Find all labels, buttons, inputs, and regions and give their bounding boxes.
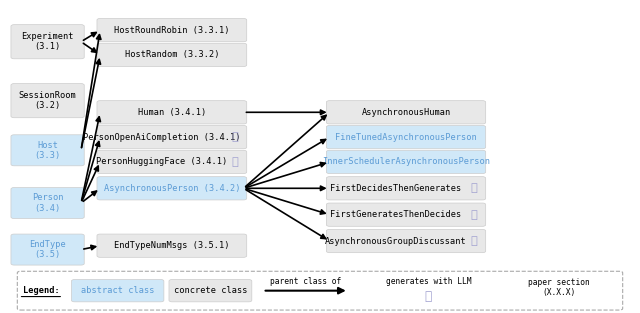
FancyBboxPatch shape [97,18,246,42]
FancyBboxPatch shape [11,135,84,166]
FancyBboxPatch shape [11,84,84,118]
FancyBboxPatch shape [11,25,84,59]
FancyBboxPatch shape [17,271,623,310]
FancyBboxPatch shape [97,234,246,257]
FancyBboxPatch shape [97,177,246,200]
FancyBboxPatch shape [326,126,486,149]
Text: PersonOpenAiCompletion (3.4.1): PersonOpenAiCompletion (3.4.1) [83,133,241,141]
Text: FineTunedAsynchronousPerson: FineTunedAsynchronousPerson [335,133,477,141]
Text: paper section
(X.X.X): paper section (X.X.X) [528,278,590,297]
FancyBboxPatch shape [326,229,486,253]
Text: PersonHuggingFace (3.4.1): PersonHuggingFace (3.4.1) [96,157,227,167]
FancyBboxPatch shape [72,280,164,302]
Text: 🤖: 🤖 [232,132,239,142]
Text: 🤖: 🤖 [471,236,477,246]
Text: AsynchronousGroupDiscussant: AsynchronousGroupDiscussant [325,237,467,245]
FancyBboxPatch shape [326,177,486,200]
Text: FirstGeneratesThenDecides: FirstGeneratesThenDecides [330,210,461,219]
FancyBboxPatch shape [97,126,246,149]
Text: Experiment
(3.1): Experiment (3.1) [21,32,74,51]
FancyBboxPatch shape [97,101,246,124]
Text: EndTypeNumMsgs (3.5.1): EndTypeNumMsgs (3.5.1) [114,241,230,250]
Text: Host
(3.3): Host (3.3) [35,141,61,160]
Text: abstract class: abstract class [81,286,154,295]
FancyBboxPatch shape [326,150,486,174]
Text: InnerSchedulerAsynchronousPerson: InnerSchedulerAsynchronousPerson [322,157,490,167]
Text: Human (3.4.1): Human (3.4.1) [138,108,206,117]
Text: FirstDecidesThenGenerates: FirstDecidesThenGenerates [330,184,461,193]
Text: concrete class: concrete class [173,286,247,295]
FancyBboxPatch shape [11,187,84,218]
Text: 🤖: 🤖 [471,210,477,220]
Text: parent class of: parent class of [270,278,341,286]
Text: AsynchronousHuman: AsynchronousHuman [362,108,451,117]
Text: EndType
(3.5): EndType (3.5) [29,240,66,259]
FancyBboxPatch shape [97,43,246,67]
Text: HostRoundRobin (3.3.1): HostRoundRobin (3.3.1) [114,26,230,34]
FancyBboxPatch shape [169,280,252,302]
Text: Legend:: Legend: [22,286,60,295]
FancyBboxPatch shape [326,203,486,226]
Text: 🤖: 🤖 [232,157,239,167]
FancyBboxPatch shape [11,234,84,265]
Text: HostRandom (3.3.2): HostRandom (3.3.2) [125,50,219,59]
Text: 🤖: 🤖 [471,183,477,193]
Text: Person
(3.4): Person (3.4) [32,193,63,213]
Text: 🤖: 🤖 [425,290,432,303]
FancyBboxPatch shape [97,150,246,174]
Text: generates with LLM: generates with LLM [385,278,471,286]
FancyBboxPatch shape [326,101,486,124]
Text: SessionRoom
(3.2): SessionRoom (3.2) [19,91,76,110]
Text: AsynchronousPerson (3.4.2): AsynchronousPerson (3.4.2) [104,184,240,193]
